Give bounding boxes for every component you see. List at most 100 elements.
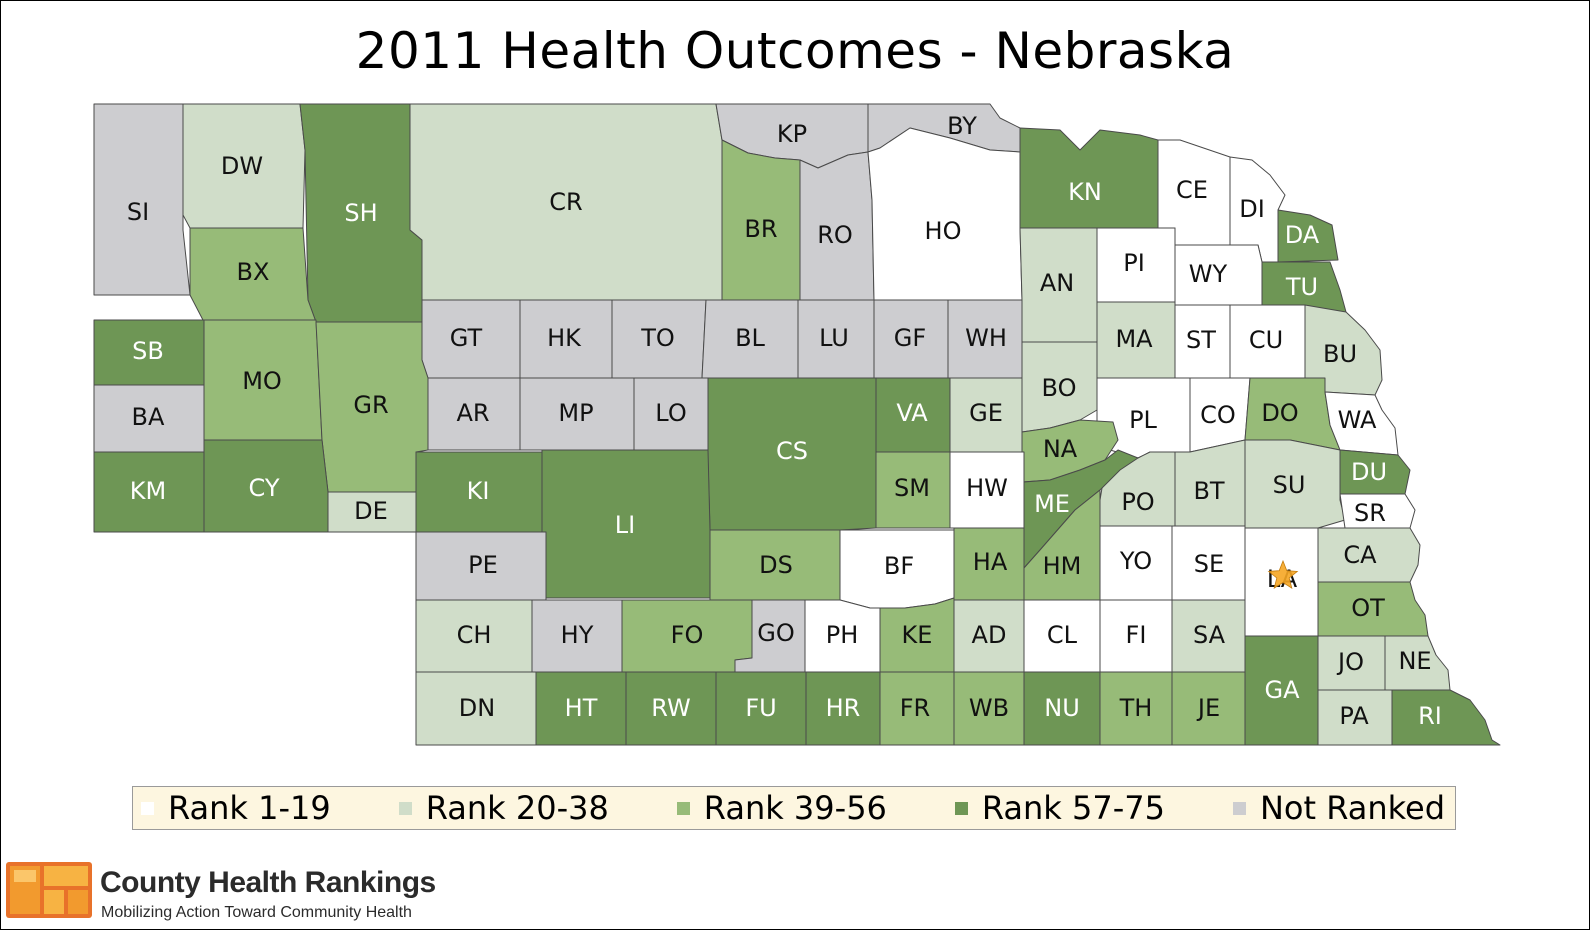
- county-label-ce: CE: [1176, 176, 1208, 204]
- county-label-br: BR: [744, 215, 777, 243]
- county-label-ga: GA: [1264, 676, 1300, 704]
- legend-item-not-ranked: Not Ranked: [1232, 789, 1445, 827]
- county-label-bo: BO: [1042, 374, 1077, 402]
- legend-label: Rank 39-56: [703, 789, 887, 827]
- county-label-ch: CH: [457, 621, 492, 649]
- county-label-li: LI: [615, 511, 635, 539]
- county-wa[interactable]: [1324, 391, 1399, 456]
- legend-swatch: [141, 801, 154, 815]
- county-label-ca: CA: [1343, 541, 1377, 569]
- county-label-hy: HY: [561, 621, 594, 649]
- county-label-cs: CS: [776, 437, 808, 465]
- county-label-di: DI: [1239, 195, 1265, 223]
- nebraska-county-map: SI DW SH CR KP BY BR RO HO KN CE DI DA BX AN PI WY TU GT HK…: [93, 103, 1501, 746]
- county-label-sh: SH: [344, 199, 377, 227]
- county-label-fo: FO: [671, 621, 704, 649]
- county-si[interactable]: [93, 103, 191, 296]
- county-label-ds: DS: [759, 551, 793, 579]
- county-label-ki: KI: [467, 477, 490, 505]
- county-label-wh: WH: [965, 324, 1007, 352]
- brand-footer: County Health Rankings Mobilizing Action…: [6, 862, 456, 924]
- county-label-ri: RI: [1418, 702, 1442, 730]
- county-label-ne: NE: [1398, 647, 1431, 675]
- county-label-kp: KP: [777, 120, 807, 148]
- legend-label: Rank 1-19: [168, 789, 331, 827]
- county-label-gr: GR: [353, 391, 388, 419]
- legend-item-rank-20-38: Rank 20-38: [398, 789, 609, 827]
- legend-label: Rank 57-75: [981, 789, 1165, 827]
- county-label-tu: TU: [1285, 273, 1318, 301]
- county-label-fu: FU: [745, 694, 776, 722]
- county-label-yo: YO: [1119, 547, 1152, 575]
- county-label-by: BY: [947, 112, 977, 140]
- county-label-wb: WB: [969, 694, 1009, 722]
- county-label-cl: CL: [1047, 621, 1078, 649]
- county-label-bf: BF: [884, 552, 914, 580]
- county-label-go: GO: [757, 619, 795, 647]
- county-label-gf: GF: [894, 324, 926, 352]
- county-label-se: SE: [1194, 550, 1224, 578]
- county-label-pl: PL: [1129, 406, 1157, 434]
- county-label-st: ST: [1186, 326, 1216, 354]
- county-label-bt: BT: [1193, 477, 1224, 505]
- county-label-dn: DN: [459, 694, 495, 722]
- county-label-ge: GE: [969, 399, 1003, 427]
- county-label-me: ME: [1034, 490, 1070, 518]
- county-label-de: DE: [354, 497, 388, 525]
- county-label-dw: DW: [221, 152, 263, 180]
- county-label-do: DO: [1261, 399, 1298, 427]
- county-ho[interactable]: [867, 127, 1023, 301]
- legend: Rank 1-19 Rank 20-38 Rank 39-56 Rank 57-75 N…: [132, 786, 1456, 830]
- county-label-fi: FI: [1126, 621, 1147, 649]
- brand-name: County Health Rankings: [100, 866, 436, 899]
- legend-item-rank-1-19: Rank 1-19: [141, 789, 331, 827]
- county-label-sr: SR: [1354, 499, 1386, 527]
- county-label-ma: MA: [1115, 325, 1153, 353]
- legend-swatch: [954, 801, 968, 815]
- county-ri[interactable]: [1391, 689, 1501, 746]
- county-label-ha: HA: [973, 548, 1008, 576]
- county-label-th: TH: [1119, 694, 1153, 722]
- county-label-cy: CY: [249, 474, 280, 502]
- county-label-hw: HW: [966, 474, 1008, 502]
- county-label-po: PO: [1121, 488, 1154, 516]
- county-label-pa: PA: [1339, 702, 1369, 730]
- county-label-kn: KN: [1068, 178, 1102, 206]
- county-label-wa: WA: [1338, 406, 1377, 434]
- county-label-ho: HO: [925, 217, 962, 245]
- county-label-mo: MO: [242, 367, 282, 395]
- county-label-cr: CR: [549, 188, 582, 216]
- county-label-va: VA: [896, 399, 928, 427]
- county-label-hm: HM: [1043, 552, 1082, 580]
- county-label-sm: SM: [894, 474, 930, 502]
- county-label-mp: MP: [558, 399, 593, 427]
- county-label-da: DA: [1285, 221, 1320, 249]
- county-label-si: SI: [127, 198, 149, 226]
- county-label-ot: OT: [1351, 594, 1385, 622]
- county-label-bx: BX: [237, 258, 270, 286]
- legend-item-rank-57-75: Rank 57-75: [954, 789, 1165, 827]
- county-label-bl: BL: [735, 324, 765, 352]
- county-label-cu: CU: [1249, 326, 1283, 354]
- county-sr[interactable]: [1339, 493, 1416, 529]
- county-label-ro: RO: [817, 221, 853, 249]
- legend-swatch: [1232, 801, 1246, 815]
- county-da[interactable]: [1277, 209, 1339, 263]
- county-label-co: CO: [1200, 401, 1236, 429]
- county-label-wy: WY: [1189, 260, 1228, 288]
- county-label-pi: PI: [1123, 249, 1145, 277]
- county-label-fr: FR: [900, 694, 930, 722]
- county-label-ke: KE: [902, 621, 933, 649]
- legend-label: Not Ranked: [1259, 789, 1445, 827]
- county-label-ar: AR: [456, 399, 489, 427]
- county-label-ht: HT: [565, 694, 598, 722]
- county-label-ad: AD: [972, 621, 1007, 649]
- county-label-to: TO: [640, 324, 675, 352]
- county-label-gt: GT: [450, 324, 483, 352]
- brand-tagline: Mobilizing Action Toward Community Healt…: [101, 904, 412, 921]
- county-label-na: NA: [1043, 435, 1078, 463]
- county-du[interactable]: [1339, 449, 1411, 495]
- star-icon: [1267, 559, 1299, 589]
- legend-item-rank-39-56: Rank 39-56: [676, 789, 887, 827]
- county-label-su: SU: [1273, 471, 1306, 499]
